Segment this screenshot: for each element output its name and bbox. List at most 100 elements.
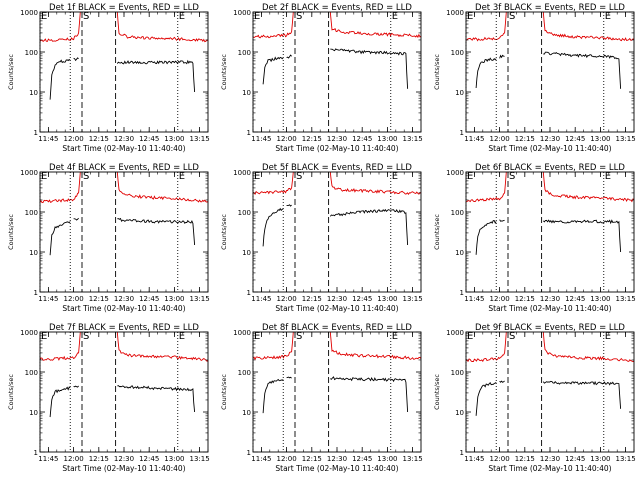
y-axis-label: Counts/sec (7, 54, 15, 90)
x-tick-label: 13:00 (164, 135, 184, 143)
x-axis-label: Start Time (02-May-10 11:40:40) (62, 464, 185, 473)
y-axis-label: Counts/sec (7, 214, 15, 250)
events-series-line (330, 376, 409, 413)
events-series-line (475, 381, 497, 416)
time-marker-label: E (392, 171, 398, 182)
lld-series-line (40, 332, 81, 361)
y-tick-label: 1 (34, 129, 38, 137)
events-series-line (542, 219, 622, 253)
x-tick-label: 12:30 (327, 135, 347, 143)
x-tick-label: 13:15 (403, 135, 423, 143)
y-tick-label: 1000 (446, 9, 464, 17)
y-tick-label: 1000 (20, 329, 38, 337)
y-tick-label: 10 (455, 249, 464, 257)
time-marker-label: E (467, 171, 473, 182)
x-tick-label: 12:15 (89, 455, 109, 463)
x-tick-label: 11:45 (38, 295, 58, 303)
y-tick-label: 1000 (446, 169, 464, 177)
x-tick-label: 12:30 (114, 455, 134, 463)
events-series-line (499, 219, 505, 222)
x-tick-label: 12:45 (352, 135, 372, 143)
x-tick-label: 12:15 (302, 455, 322, 463)
detector-panel: Det 7f BLACK = Events, RED = LLD Counts/s… (7, 323, 210, 473)
events-series-line (286, 204, 292, 207)
panel-title: Det 7f BLACK = Events, RED = LLD (49, 323, 199, 333)
x-tick-label: 12:45 (565, 135, 585, 143)
y-tick-label: 100 (25, 209, 38, 217)
lld-series-line (40, 172, 81, 204)
x-tick-label: 13:15 (616, 455, 636, 463)
events-series-line (475, 219, 497, 255)
y-axis-label: Counts/sec (433, 54, 441, 90)
time-marker-label: S (83, 11, 89, 22)
x-axis-label: Start Time (02-May-10 11:40:40) (275, 144, 398, 153)
x-tick-label: 13:00 (377, 295, 397, 303)
time-marker-label: E (41, 331, 47, 342)
time-marker-label: E (392, 11, 398, 22)
detector-panel: Det 6f BLACK = Events, RED = LLD Counts/s… (433, 163, 636, 313)
x-tick-label: 12:30 (327, 295, 347, 303)
x-tick-label: 12:15 (89, 295, 109, 303)
plot-area (466, 332, 634, 416)
y-tick-label: 100 (451, 209, 464, 217)
x-axis-label: Start Time (02-May-10 11:40:40) (62, 304, 185, 313)
time-marker-label: S (509, 331, 515, 342)
plot-area (40, 12, 208, 100)
events-series-line (73, 385, 79, 388)
x-tick-label: 13:15 (616, 135, 636, 143)
time-marker-label: E (254, 171, 260, 182)
x-tick-label: 12:45 (565, 455, 585, 463)
x-tick-label: 12:00 (490, 295, 510, 303)
x-tick-label: 12:15 (515, 455, 535, 463)
detector-panel: Det 9f BLACK = Events, RED = LLD Counts/s… (433, 323, 636, 473)
detector-panel: Det 1f BLACK = Events, RED = LLD Counts/s… (7, 3, 210, 153)
y-tick-label: 100 (451, 49, 464, 57)
y-axis-label: Counts/sec (220, 54, 228, 90)
events-series-line (542, 380, 622, 409)
x-axis-label: Start Time (02-May-10 11:40:40) (488, 304, 611, 313)
plot-frame (252, 11, 422, 133)
plot-frame (252, 171, 422, 293)
time-marker-label: S (509, 171, 515, 182)
events-series-line (262, 207, 284, 247)
x-tick-label: 13:15 (403, 455, 423, 463)
lld-series-line (116, 332, 208, 362)
detector-panel: Det 3f BLACK = Events, RED = LLD Counts/s… (433, 3, 636, 153)
y-tick-label: 10 (455, 89, 464, 97)
lld-series-line (253, 172, 294, 195)
x-axis-label: Start Time (02-May-10 11:40:40) (62, 144, 185, 153)
y-tick-label: 1 (460, 289, 464, 297)
y-tick-label: 10 (242, 249, 251, 257)
x-tick-label: 12:00 (64, 455, 84, 463)
y-tick-label: 10 (455, 409, 464, 417)
events-series-line (73, 57, 79, 62)
lld-series-line (116, 172, 208, 203)
x-tick-label: 12:30 (114, 135, 134, 143)
x-tick-label: 12:30 (327, 455, 347, 463)
lld-series-line (116, 12, 208, 43)
y-tick-label: 1000 (233, 169, 251, 177)
x-tick-label: 12:00 (64, 295, 84, 303)
x-tick-label: 11:45 (464, 455, 484, 463)
events-series-line (543, 51, 622, 89)
y-tick-label: 100 (451, 369, 464, 377)
panel-title: Det 2f BLACK = Events, RED = LLD (262, 3, 412, 13)
y-axis-label: Counts/sec (220, 374, 228, 410)
x-tick-label: 13:00 (377, 455, 397, 463)
y-axis-label: Counts/sec (7, 374, 15, 410)
time-marker-label: E (605, 11, 611, 22)
x-tick-label: 12:15 (515, 135, 535, 143)
lld-series-line (253, 12, 294, 39)
y-tick-label: 10 (242, 409, 251, 417)
x-tick-label: 12:00 (277, 135, 297, 143)
time-marker-label: E (467, 331, 473, 342)
y-tick-label: 1 (247, 449, 251, 457)
plot-frame (39, 331, 209, 453)
events-series-line (117, 385, 196, 413)
x-tick-label: 11:45 (464, 295, 484, 303)
lld-series-line (542, 172, 634, 203)
x-tick-label: 11:45 (38, 135, 58, 143)
x-tick-label: 13:00 (590, 295, 610, 303)
time-marker-label: E (179, 171, 185, 182)
x-tick-label: 12:30 (540, 455, 560, 463)
